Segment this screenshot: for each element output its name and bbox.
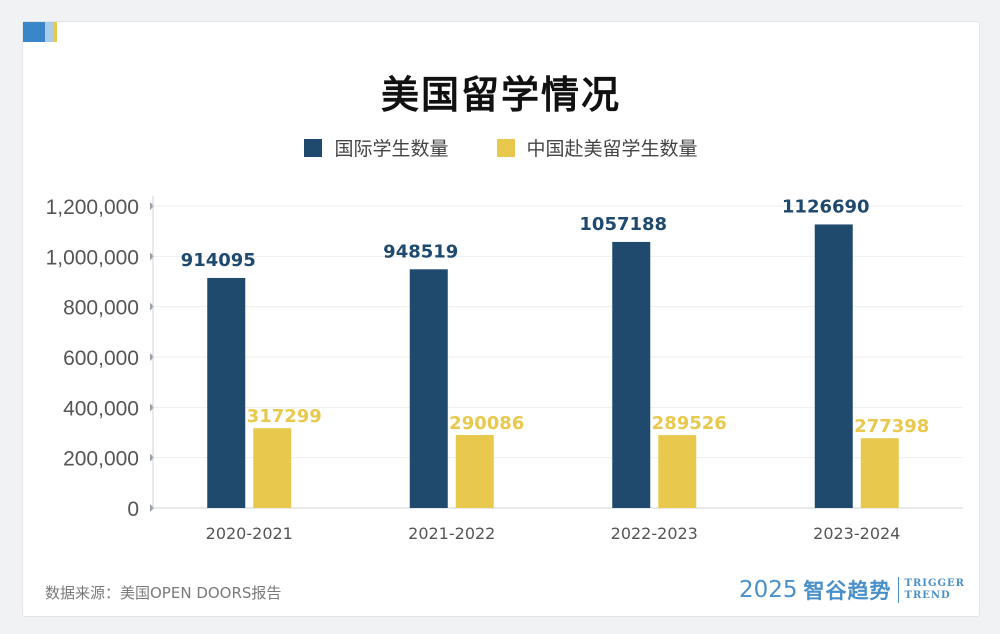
brand-year: 2025 xyxy=(739,577,798,603)
brand-en-line2: TREND xyxy=(904,590,951,601)
legend: 国际学生数量 中国赴美留学生数量 xyxy=(23,134,979,161)
y-tick-label: 1,000,000 xyxy=(46,246,139,269)
data-label-china: 317299 xyxy=(247,406,322,427)
source-note: 数据来源：美国OPEN DOORS报告 xyxy=(45,584,282,602)
legend-swatch-navy xyxy=(304,138,323,157)
bar-international xyxy=(612,241,651,508)
bar-international xyxy=(814,224,853,508)
data-label-china: 290086 xyxy=(449,413,524,434)
y-tick-mark xyxy=(150,353,154,361)
legend-item-china: 中国赴美留学生数量 xyxy=(496,134,698,161)
bar-chart-plot: 0 200,000 400,000 600,000 800,000 1,000,000 1,… xyxy=(46,196,963,543)
data-label-international: 1126690 xyxy=(782,196,870,217)
y-tick-mark xyxy=(150,504,154,512)
corner-accent-light xyxy=(45,22,53,42)
y-tick-mark xyxy=(150,302,154,311)
brand-english: TRIGGER TREND xyxy=(905,578,965,602)
data-label-international: 914095 xyxy=(181,250,256,271)
data-label-international: 1057188 xyxy=(579,214,667,235)
chart-title: 美国留学情况 xyxy=(380,73,621,117)
y-tick-label: 600,000 xyxy=(63,347,139,370)
corner-accent-gold xyxy=(53,22,57,42)
y-tick-mark xyxy=(150,252,154,261)
corner-accent-blue xyxy=(23,22,45,42)
x-tick-label: 2021-2022 xyxy=(408,524,495,543)
legend-label-international: 国际学生数量 xyxy=(334,138,449,160)
x-tick-label: 2022-2023 xyxy=(611,524,698,543)
x-tick-label: 2020-2021 xyxy=(206,524,293,543)
y-tick-label: 400,000 xyxy=(63,397,139,420)
data-label-international: 948519 xyxy=(383,241,458,262)
y-tick-mark xyxy=(150,403,154,412)
legend-label-china: 中国赴美留学生数量 xyxy=(526,138,698,160)
data-label-china: 289526 xyxy=(652,413,727,434)
legend-swatch-gold xyxy=(496,138,515,157)
brand-en-line1: TRIGGER xyxy=(904,578,965,589)
brand-logo: 2025 智谷趋势 TRIGGER TREND xyxy=(739,575,965,605)
chart-card: 美国留学情况 国际学生数量 中国赴美留学生数量 0 200,000 400,000 6… xyxy=(22,21,980,617)
y-tick-label: 200,000 xyxy=(63,448,139,471)
y-tick-label: 800,000 xyxy=(63,297,139,320)
bar-china xyxy=(253,428,292,508)
bar-china xyxy=(860,438,899,508)
x-tick-label: 2023-2024 xyxy=(813,524,900,543)
bar-international xyxy=(207,277,246,508)
bar-china xyxy=(658,435,697,508)
y-tick-mark xyxy=(150,202,154,210)
bar-international xyxy=(409,269,448,508)
y-tick-mark xyxy=(150,453,154,462)
brand-name: 智谷趋势 xyxy=(803,579,892,603)
y-tick-label: 0 xyxy=(127,498,139,521)
bar-china xyxy=(455,434,494,508)
data-label-china: 277398 xyxy=(854,416,929,437)
y-tick-label: 1,200,000 xyxy=(46,196,139,219)
legend-item-international: 国际学生数量 xyxy=(304,134,449,161)
brand-divider xyxy=(897,577,899,603)
